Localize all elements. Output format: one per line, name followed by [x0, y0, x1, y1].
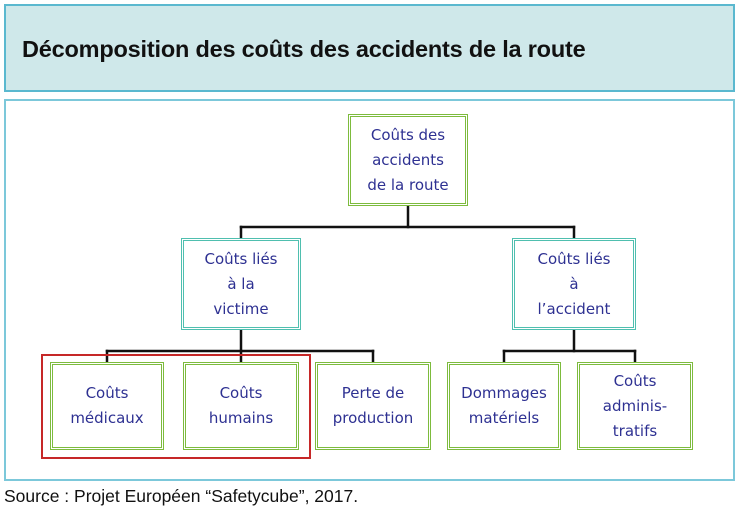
- node-dommages-materiels: Dommages matériels: [447, 362, 561, 450]
- title-banner: Décomposition des coûts des accidents de…: [4, 4, 735, 92]
- connector-lines: [105, 204, 637, 364]
- node-couts-medicaux: Coûts médicaux: [50, 362, 164, 450]
- node-perte-production: Perte de production: [315, 362, 431, 450]
- node-couts-humains: Coûts humains: [183, 362, 299, 450]
- node-couts-humains-label: Coûts humains: [208, 384, 274, 427]
- node-couts-administratifs: Coûts adminis- tratifs: [577, 362, 693, 450]
- node-couts-administratifs-label: Coûts adminis- tratifs: [602, 371, 668, 440]
- diagram-frame: Coûts des accidents de la route Coûts li…: [4, 99, 735, 481]
- node-couts-victime-label: Coûts liés à la victime: [204, 249, 278, 318]
- page-title: Décomposition des coûts des accidents de…: [22, 36, 586, 62]
- source-caption: Source : Projet Européen “Safetycube”, 2…: [4, 486, 359, 506]
- node-dommages-materiels-label: Dommages matériels: [461, 384, 547, 427]
- highlight-box: [41, 354, 311, 459]
- node-couts-accident-label: Coûts liés à l’accident: [537, 249, 611, 318]
- node-root: Coûts des accidents de la route: [348, 114, 468, 206]
- node-couts-medicaux-label: Coûts médicaux: [70, 384, 144, 427]
- node-couts-victime: Coûts liés à la victime: [181, 238, 301, 330]
- node-root-label: Coûts des accidents de la route: [367, 125, 449, 194]
- node-couts-accident: Coûts liés à l’accident: [512, 238, 636, 330]
- node-perte-production-label: Perte de production: [332, 384, 414, 427]
